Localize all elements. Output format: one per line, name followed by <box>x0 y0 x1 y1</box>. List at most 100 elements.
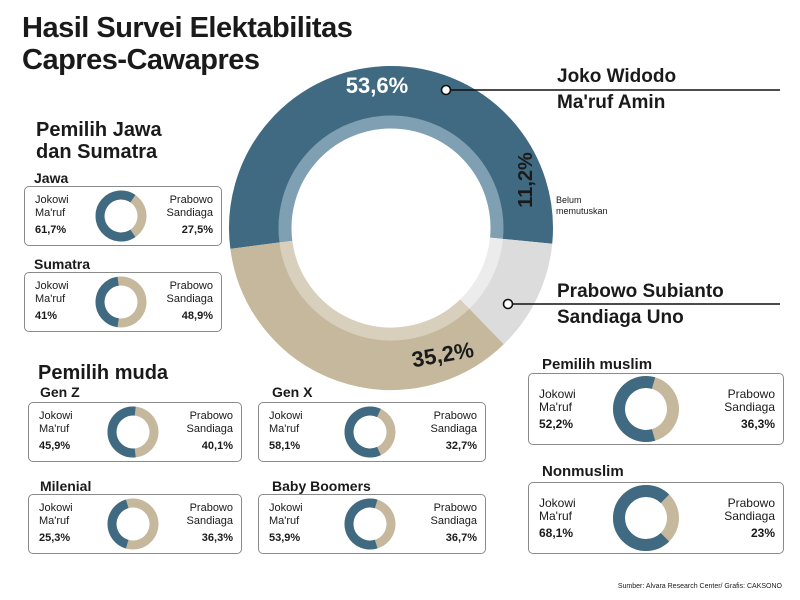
main-prabowo-names: Prabowo Subianto Sandiaga Uno <box>557 279 724 331</box>
main-label-undecided-pct: 11,2% <box>515 152 537 208</box>
source-credit: Sumber: Alvara Research Center/ Grafis: … <box>617 583 782 590</box>
card-right-label: Prabowo Sandiaga 36,3% <box>187 502 234 545</box>
undecided-line-2: memutuskan <box>556 206 608 216</box>
right-name-1: Prabowo <box>433 410 477 422</box>
right-name-1: Prabowo <box>169 280 213 292</box>
card-right-label: Prabowo Sandiaga 48,9% <box>167 280 214 323</box>
card-right-label: Prabowo Sandiaga 40,1% <box>187 410 234 453</box>
left-name-2: Ma'ruf <box>35 293 66 305</box>
card-genx: Jokowi Ma'ruf 58,1% Prabowo Sandiaga 32,7% <box>258 402 486 462</box>
main-slice-prabowo <box>230 241 504 390</box>
card-right-label: Prabowo Sandiaga 32,7% <box>431 410 478 453</box>
left-name-2: Ma'ruf <box>539 400 572 414</box>
card-title-muslim: Pemilih muslim <box>542 356 653 373</box>
card-left-label: Jokowi Ma'ruf 45,9% <box>39 410 73 453</box>
right-percentage: 48,9% <box>181 310 213 322</box>
card-title-genx: Gen X <box>272 384 313 400</box>
leader-dot-prabowo <box>502 298 514 310</box>
card-left-label: Jokowi Ma'ruf 61,7% <box>35 194 69 237</box>
title-line-1: Hasil Survei Elektabilitas <box>22 12 353 44</box>
card-nonmuslim: Jokowi Ma'ruf 68,1% Prabowo Sandiaga 23% <box>528 482 784 554</box>
right-percentage: 36,3% <box>201 532 233 544</box>
left-name-1: Jokowi <box>269 502 303 514</box>
main-label-jokowi-pct: 53,6% <box>346 73 408 98</box>
card-milenial: Jokowi Ma'ruf 25,3% Prabowo Sandiaga 36,3% <box>28 494 242 554</box>
donut-slice-jokowi <box>95 190 136 242</box>
right-name-2: Sandiaga <box>186 515 234 527</box>
left-name-2: Ma'ruf <box>35 207 66 219</box>
right-percentage: 27,5% <box>181 224 213 236</box>
card-left-label: Jokowi Ma'ruf 52,2% <box>539 388 576 431</box>
main-slice-undecided <box>468 238 553 345</box>
left-name-1: Jokowi <box>539 387 576 401</box>
left-name-1: Jokowi <box>39 502 73 514</box>
left-percentage: 52,2% <box>539 417 574 431</box>
jokowi-name-1: Joko Widodo <box>557 66 677 87</box>
left-name-1: Jokowi <box>539 496 576 510</box>
left-percentage: 25,3% <box>39 532 71 544</box>
donut-slice-jokowi <box>95 276 120 328</box>
donut-slice-jokowi <box>344 406 381 458</box>
donut-slice-jokowi <box>613 485 670 551</box>
left-name-2: Ma'ruf <box>39 515 70 527</box>
card-donut-muslim <box>613 376 679 442</box>
card-muslim: Jokowi Ma'ruf 52,2% Prabowo Sandiaga 36,3% <box>528 373 784 445</box>
card-right-label: Prabowo Sandiaga 27,5% <box>167 194 214 237</box>
right-name-1: Prabowo <box>433 502 477 514</box>
right-percentage: 40,1% <box>201 440 233 452</box>
right-name-2: Sandiaga <box>166 207 214 219</box>
right-name-1: Prabowo <box>169 194 213 206</box>
main-slice-jokowi-inner <box>278 115 504 243</box>
right-name-2: Sandiaga <box>724 509 775 523</box>
undecided-line-1: Belum <box>556 195 582 205</box>
card-left-label: Jokowi Ma'ruf 41% <box>35 280 69 323</box>
left-percentage: 41% <box>35 310 58 322</box>
right-percentage: 23% <box>750 526 775 540</box>
left-percentage: 53,9% <box>269 532 301 544</box>
card-left-label: Jokowi Ma'ruf 53,9% <box>269 502 303 545</box>
card-title-milenial: Milenial <box>40 478 92 494</box>
card-left-label: Jokowi Ma'ruf 68,1% <box>539 497 576 540</box>
card-sumatra: Jokowi Ma'ruf 41% Prabowo Sandiaga 48,9% <box>24 272 222 332</box>
card-title-nonmuslim: Nonmuslim <box>542 463 624 480</box>
card-donut-genx <box>344 406 396 458</box>
donut-slice-jokowi <box>344 498 378 550</box>
card-title-sumatra: Sumatra <box>34 256 91 272</box>
region-title-line-1: Pemilih Jawa <box>36 119 162 141</box>
prabowo-name-2: Sandiaga Uno <box>557 307 684 328</box>
donut-slice-jokowi <box>613 376 656 442</box>
section-title-region: Pemilih Jawa dan Sumatra <box>36 119 162 163</box>
leader-dot-jokowi <box>440 84 452 96</box>
donut-slice-jokowi <box>107 499 129 549</box>
card-donut-sumatra <box>95 276 147 328</box>
left-percentage: 61,7% <box>35 224 67 236</box>
card-donut-nonmuslim <box>613 485 679 551</box>
left-percentage: 45,9% <box>39 440 71 452</box>
left-name-1: Jokowi <box>269 410 303 422</box>
left-name-2: Ma'ruf <box>269 423 300 435</box>
card-donut-jawa <box>95 190 147 242</box>
card-donut-boomers <box>344 498 396 550</box>
left-name-2: Ma'ruf <box>39 423 70 435</box>
card-right-label: Prabowo Sandiaga 36,3% <box>724 388 775 431</box>
right-name-2: Sandiaga <box>186 423 234 435</box>
main-undecided-label: Belum memutuskan <box>556 195 608 217</box>
main-slice-undecided-inner <box>460 237 503 309</box>
donut-slice-jokowi <box>107 406 136 458</box>
right-name-2: Sandiaga <box>430 423 478 435</box>
card-genz: Jokowi Ma'ruf 45,9% Prabowo Sandiaga 40,1% <box>28 402 242 462</box>
right-percentage: 36,7% <box>445 532 477 544</box>
card-left-label: Jokowi Ma'ruf 25,3% <box>39 502 73 545</box>
left-name-2: Ma'ruf <box>269 515 300 527</box>
main-jokowi-names: Joko Widodo Ma'ruf Amin <box>557 64 676 116</box>
card-right-label: Prabowo Sandiaga 36,7% <box>431 502 478 545</box>
left-percentage: 68,1% <box>539 526 574 540</box>
card-right-label: Prabowo Sandiaga 23% <box>724 497 775 540</box>
right-name-2: Sandiaga <box>166 293 214 305</box>
card-left-label: Jokowi Ma'ruf 58,1% <box>269 410 303 453</box>
card-title-jawa: Jawa <box>34 170 69 186</box>
page-title: Hasil Survei Elektabilitas Capres-Cawapr… <box>22 12 353 76</box>
right-name-1: Prabowo <box>189 502 233 514</box>
section-title-muda: Pemilih muda <box>38 362 169 384</box>
card-donut-genz <box>107 406 159 458</box>
